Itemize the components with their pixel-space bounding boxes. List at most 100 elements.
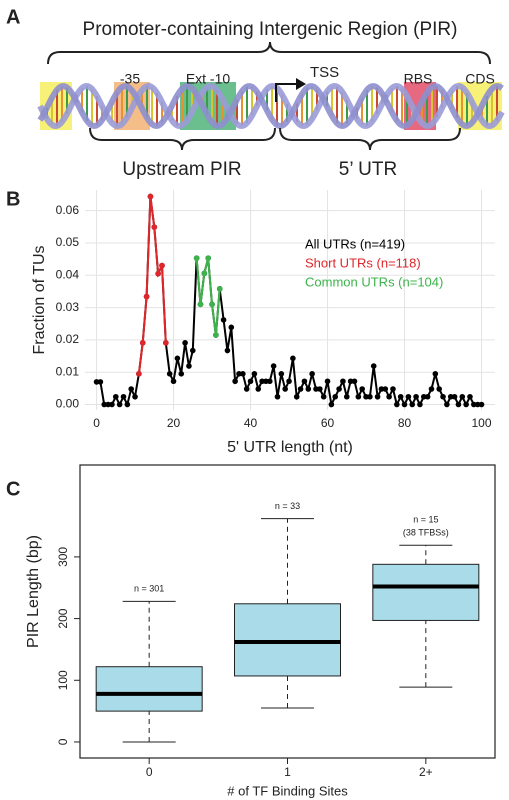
point xyxy=(228,324,235,331)
annotation: n = 15 xyxy=(413,515,438,525)
y-axis-label: Fraction of TUs xyxy=(31,245,48,354)
y-tick-label: 0.00 xyxy=(56,397,80,411)
y-tick-label: 0.02 xyxy=(56,332,80,346)
tss-arrow xyxy=(275,83,298,102)
point xyxy=(93,379,100,385)
point xyxy=(436,386,442,392)
point xyxy=(155,270,161,277)
annotation: (38 TFBSs) xyxy=(403,528,449,538)
box xyxy=(95,666,203,712)
box xyxy=(372,563,480,621)
x-axis-label: 5' UTR length (nt) xyxy=(227,439,353,456)
region-label: RBS xyxy=(404,71,433,87)
region-label: CDS xyxy=(465,71,495,87)
point xyxy=(216,286,223,292)
point xyxy=(417,401,423,408)
point xyxy=(409,401,416,408)
point xyxy=(213,332,219,338)
x-tick-label: 20 xyxy=(167,416,181,430)
point xyxy=(159,262,165,269)
point xyxy=(136,371,142,377)
point xyxy=(382,386,389,392)
point xyxy=(209,301,215,308)
point xyxy=(232,378,238,385)
point xyxy=(428,386,435,392)
point xyxy=(186,363,192,369)
point xyxy=(301,378,308,385)
point xyxy=(451,393,458,400)
line xyxy=(195,257,221,336)
point xyxy=(355,393,362,400)
point xyxy=(163,340,169,346)
point xyxy=(447,393,454,400)
point xyxy=(270,363,277,369)
point xyxy=(317,386,323,392)
point xyxy=(97,379,104,385)
point xyxy=(455,401,462,408)
point xyxy=(297,386,304,392)
strand xyxy=(37,82,505,130)
region-label: Ext -10 xyxy=(186,71,231,87)
panel-label: C xyxy=(6,478,20,500)
region-label: -35 xyxy=(120,71,140,87)
y-tick-label: 0.04 xyxy=(56,267,80,281)
point xyxy=(274,393,281,400)
box xyxy=(234,603,341,677)
y-tick-label: 0.06 xyxy=(56,203,80,217)
point xyxy=(124,401,131,408)
x-tick-label: 40 xyxy=(244,416,258,430)
point xyxy=(236,371,242,377)
brace xyxy=(47,41,491,65)
point xyxy=(420,393,427,400)
point xyxy=(282,386,288,392)
point xyxy=(120,393,127,400)
point xyxy=(474,401,481,408)
x-tick-label: 60 xyxy=(321,416,335,430)
annotation: n = 33 xyxy=(275,501,300,511)
region-label: TSS xyxy=(310,64,339,81)
legend-entry: All UTRs (n=419) xyxy=(305,236,405,251)
point xyxy=(151,224,158,230)
region-label: 5’ UTR xyxy=(339,159,397,180)
point xyxy=(143,293,150,300)
point xyxy=(405,393,412,400)
point xyxy=(116,401,123,408)
point xyxy=(467,393,473,400)
tss-arrowhead xyxy=(296,78,306,90)
point xyxy=(471,401,477,408)
point xyxy=(444,401,450,408)
point xyxy=(309,371,315,377)
point xyxy=(128,386,134,392)
point xyxy=(263,378,269,385)
point xyxy=(343,393,350,400)
line xyxy=(137,196,167,374)
y-tick-label: 100 xyxy=(56,670,70,690)
region-label: Upstream PIR xyxy=(122,159,241,180)
point xyxy=(432,371,439,377)
point xyxy=(351,378,358,385)
point xyxy=(378,386,385,392)
point xyxy=(394,401,400,408)
x-axis-label: # of TF Binding Sites xyxy=(227,783,348,798)
point xyxy=(170,378,177,385)
point xyxy=(105,401,111,408)
point xyxy=(424,393,431,400)
point xyxy=(340,378,346,385)
point xyxy=(182,340,188,346)
x-tick-label: 80 xyxy=(398,416,412,430)
panel-label: B xyxy=(6,188,20,210)
y-tick-label: 0.01 xyxy=(56,364,80,378)
y-axis-label: PIR Length (bp) xyxy=(25,535,42,648)
point xyxy=(259,378,265,385)
point xyxy=(336,386,342,392)
point xyxy=(313,386,319,392)
point xyxy=(255,386,262,392)
point xyxy=(247,378,254,385)
point xyxy=(189,347,196,354)
point xyxy=(139,340,146,346)
legend-entry: Common UTRs (n=104) xyxy=(305,274,443,289)
point xyxy=(413,393,419,400)
point xyxy=(440,393,446,400)
diagram-title: Promoter-containing Intergenic Region (P… xyxy=(83,19,458,40)
point xyxy=(367,393,373,400)
